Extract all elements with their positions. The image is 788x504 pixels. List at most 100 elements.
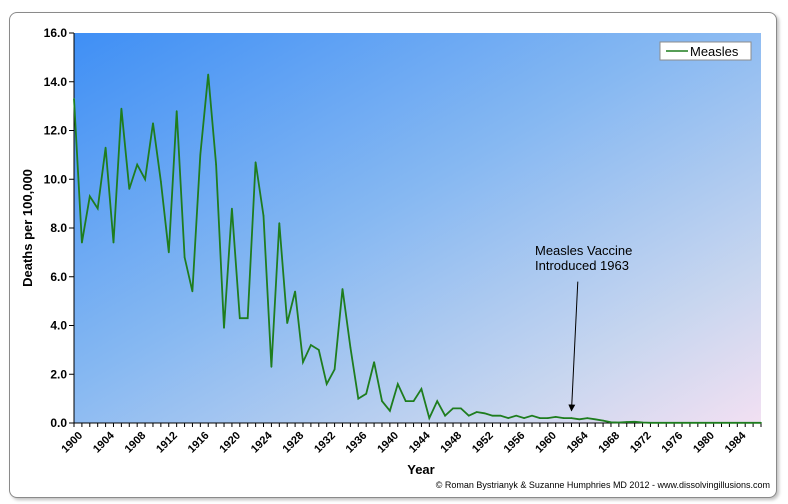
data-point <box>254 161 257 163</box>
data-point <box>389 410 391 412</box>
data-point <box>270 366 273 368</box>
data-point <box>412 400 415 402</box>
x-axis-title: Year <box>407 462 434 477</box>
data-point <box>499 414 502 417</box>
data-point <box>175 110 178 112</box>
data-point <box>562 417 565 419</box>
annotation-line-2: Introduced 1963 <box>535 258 629 273</box>
annotation-line-1: Measles Vaccine <box>535 243 632 258</box>
data-point <box>760 422 762 424</box>
x-tick-label: 1960 <box>533 430 559 456</box>
data-point <box>262 215 265 217</box>
x-axis-ticks: 1900 1904 1908 1912 1916 1920 1924 1928 1932 1936… <box>59 423 762 456</box>
x-tick-label: 1948 <box>438 430 464 456</box>
y-tick-label: 10.0 <box>44 172 68 186</box>
credit-text: © Roman Bystrianyk & Suzanne Humphries M… <box>436 480 770 490</box>
data-point <box>641 421 644 424</box>
annotation-arrow <box>568 281 579 412</box>
legend-label-measles: Measles <box>690 44 739 59</box>
data-point <box>381 400 383 402</box>
data-point <box>665 422 667 424</box>
data-point <box>365 393 368 395</box>
x-tick-label: 1952 <box>470 430 496 456</box>
data-point <box>239 317 241 320</box>
data-point <box>649 422 652 424</box>
data-point <box>286 322 289 324</box>
data-point <box>531 414 533 417</box>
data-point <box>602 419 604 422</box>
data-point <box>547 417 549 419</box>
y-tick-label: 8.0 <box>50 221 67 235</box>
data-point <box>752 422 754 424</box>
data-point <box>586 417 589 419</box>
data-point <box>539 417 541 419</box>
data-point <box>468 414 470 417</box>
x-tick-label: 1908 <box>123 430 149 456</box>
data-point <box>673 422 675 424</box>
data-point <box>128 188 131 190</box>
data-point <box>712 422 715 424</box>
data-point <box>294 290 296 293</box>
data-point <box>452 407 454 410</box>
data-point <box>681 422 683 424</box>
x-tick-label: 1972 <box>628 430 654 456</box>
data-point <box>720 422 723 424</box>
data-point <box>357 397 360 400</box>
plot-area <box>74 33 761 423</box>
y-axis-ticks: 0.0 2.0 4.0 6.0 8.0 10.0 12.0 14.0 16.0 <box>44 26 74 430</box>
data-point <box>89 195 91 198</box>
data-point <box>73 98 75 100</box>
data-point <box>278 222 281 224</box>
data-point <box>223 327 225 329</box>
data-point <box>112 241 115 244</box>
data-point <box>507 417 510 419</box>
data-point <box>444 414 446 417</box>
x-tick-label: 1976 <box>660 430 686 456</box>
x-tick-label: 1916 <box>186 430 212 456</box>
data-point <box>302 361 304 363</box>
data-point <box>404 400 407 402</box>
x-tick-label: 1964 <box>565 429 591 455</box>
data-point <box>657 422 660 424</box>
data-point <box>618 421 620 424</box>
y-tick-label: 0.0 <box>50 416 67 430</box>
data-point <box>397 383 399 385</box>
data-point <box>728 422 731 424</box>
y-axis-title: Deaths per 100,000 <box>20 169 35 287</box>
data-point <box>81 241 83 244</box>
y-tick-label: 2.0 <box>50 367 67 381</box>
data-point <box>570 417 573 419</box>
data-point <box>475 411 478 413</box>
series-line-measles <box>73 74 761 424</box>
vaccine-annotation: Measles Vaccine Introduced 1963 <box>535 243 632 412</box>
x-tick-label: 1904 <box>91 429 117 455</box>
data-point <box>199 154 202 156</box>
x-tick-label: 1940 <box>375 430 401 456</box>
legend-box <box>659 41 752 61</box>
data-point <box>349 346 352 349</box>
data-point <box>325 383 328 385</box>
data-point <box>168 251 170 254</box>
data-point <box>231 207 233 210</box>
data-point <box>246 317 249 320</box>
data-point <box>436 400 439 402</box>
data-point <box>207 73 209 76</box>
y-tick-label: 14.0 <box>44 75 68 89</box>
legend: Measles <box>659 41 752 61</box>
data-point <box>689 422 691 424</box>
x-tick-label: 1980 <box>691 430 717 456</box>
data-point <box>633 421 636 423</box>
series-layer <box>73 73 762 424</box>
y-tick-label: 4.0 <box>50 319 67 333</box>
data-point <box>318 349 320 351</box>
data-point <box>610 421 612 424</box>
data-point <box>310 344 312 346</box>
data-point <box>152 122 154 124</box>
data-point <box>428 417 431 419</box>
data-point <box>594 418 596 421</box>
data-point <box>96 207 99 210</box>
data-point <box>697 422 699 424</box>
x-tick-label: 1968 <box>596 430 622 456</box>
x-tick-label: 1900 <box>59 430 85 456</box>
data-point <box>704 422 707 424</box>
